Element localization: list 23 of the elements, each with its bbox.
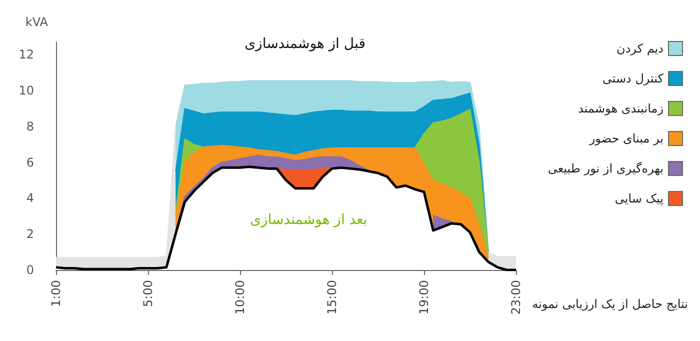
- annotation: بعد از هوشمندسازی: [250, 212, 368, 228]
- y-tick-label: 4: [26, 191, 34, 206]
- x-tick-label: 5:00: [141, 280, 155, 307]
- y-tick-label: 6: [26, 155, 34, 170]
- text: نتایج حاصل از یک ارزیابی نمونه: [532, 297, 688, 311]
- y-tick-label: 12: [18, 48, 34, 62]
- legend-label: زمانبندی هوشمند: [578, 102, 664, 116]
- legend-label: بر مبنای حضور: [588, 132, 664, 146]
- chart-title: قبل از هوشمندسازی: [244, 36, 366, 52]
- x-tick-label: 10:00: [233, 280, 247, 315]
- y-tick-label: 8: [26, 119, 34, 134]
- x-tick-label: 1:00: [49, 280, 63, 307]
- x-tick-label: 15:00: [325, 280, 339, 315]
- y-tick-label: 0: [26, 263, 34, 277]
- y-tick-label: 10: [18, 83, 34, 98]
- y-axis-title: kVA: [25, 15, 49, 29]
- legend-label: بهره‌گیری از نور طبیعی: [548, 162, 664, 176]
- legend-label: کنترل دستی: [602, 72, 664, 86]
- legend-label: دیم کردن: [616, 42, 664, 56]
- y-tick-label: 2: [26, 227, 34, 242]
- x-tick-label: 19:00: [417, 280, 431, 315]
- x-tick-label: 23:00: [509, 280, 523, 315]
- legend-label: پیک سایی: [614, 192, 664, 206]
